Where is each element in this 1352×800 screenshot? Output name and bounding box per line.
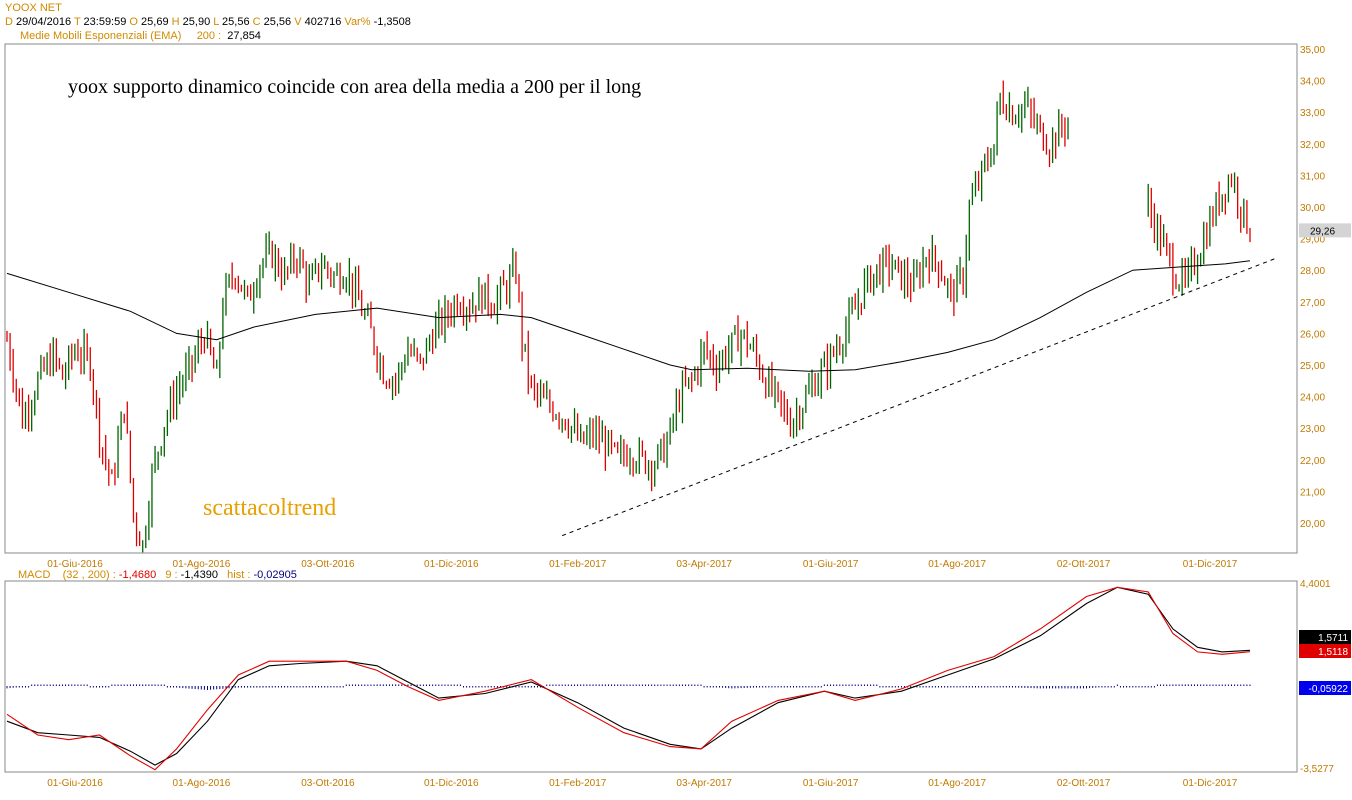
macd-value-label: 1,5711 [1318, 633, 1348, 644]
price-y-tick-label: 33,00 [1300, 108, 1325, 119]
price-x-tick-label: 02-Ott-2017 [1057, 559, 1111, 570]
price-y-tick-label: 28,00 [1300, 266, 1325, 277]
price-y-tick-label: 30,00 [1300, 203, 1325, 214]
macd-params: (32 , 200) : [62, 569, 116, 581]
price-x-tick-label: 01-Giu-2016 [47, 559, 103, 570]
chart-annotation-title: yoox supporto dinamico coincide con area… [68, 76, 641, 98]
macd-x-tick-label: 01-Dic-2016 [424, 778, 479, 789]
o-label: O [129, 16, 138, 28]
price-y-tick-label: 22,00 [1300, 456, 1325, 467]
macd-x-tick-label: 01-Dic-2017 [1183, 778, 1238, 789]
time-value: 23:59:59 [83, 16, 127, 28]
high-value: 25,90 [182, 16, 211, 28]
macd-value-box [1299, 644, 1351, 658]
macd-readout: MACD (32 , 200) : -1,4680 9 : -1,4390 hi… [18, 569, 297, 581]
d-label: D [5, 16, 13, 28]
price-x-tick-label: 01-Dic-2016 [424, 559, 479, 570]
last-price-box [1299, 223, 1351, 238]
watermark-text: scattacoltrend [203, 495, 336, 521]
h-label: H [171, 16, 180, 28]
price-x-tick-label: 03-Apr-2017 [676, 559, 732, 570]
open-value: 25,69 [141, 16, 169, 28]
ema-value: 27,854 [227, 30, 261, 42]
macd-value-label: -0,05922 [1309, 684, 1349, 695]
price-x-tick-label: 01-Giu-2017 [803, 559, 859, 570]
ema-label: Medie Mobili Esponenziali (EMA) [20, 30, 182, 42]
t-label: T [73, 16, 81, 28]
ema-readout: Medie Mobili Esponenziali (EMA) 200 : 27… [20, 30, 261, 42]
macd-x-tick-label: 01-Giu-2017 [803, 778, 859, 789]
var-value: -1,3508 [373, 16, 411, 28]
signal-label: 9 : [165, 569, 178, 581]
price-y-tick-label: 23,00 [1300, 424, 1325, 435]
date-value: 29/04/2016 [16, 16, 72, 28]
macd-x-tick-label: 01-Ago-2016 [173, 778, 231, 789]
signal-value: -1,4390 [180, 569, 218, 581]
price-x-tick-label: 01-Feb-2017 [549, 559, 607, 570]
price-y-tick-label: 31,00 [1300, 171, 1325, 182]
price-y-tick-label: 25,00 [1300, 361, 1325, 372]
low-value: 25,56 [222, 16, 250, 28]
price-x-tick-label: 03-Ott-2016 [301, 559, 355, 570]
price-x-tick-label: 01-Ago-2017 [928, 559, 986, 570]
macd-y-tick-label: 4,4001 [1300, 579, 1331, 590]
macd-value-label: 1,5118 [1318, 647, 1348, 658]
var-label: Var% [344, 16, 371, 28]
signal-line [6, 586, 1251, 771]
macd-value: -1,4680 [118, 569, 157, 581]
macd-line [6, 586, 1251, 766]
v-label: V [294, 16, 302, 28]
macd-x-tick-label: 03-Ott-2016 [301, 778, 355, 789]
volume-value: 402716 [304, 16, 342, 28]
ohlc-readout: D 29/04/2016 T 23:59:59 O 25,69 H 25,90 … [5, 16, 411, 28]
close-value: 25,56 [263, 16, 292, 28]
price-x-tick-label: 01-Ago-2016 [173, 559, 231, 570]
price-y-tick-label: 34,00 [1300, 77, 1325, 88]
macd-x-tick-label: 02-Ott-2017 [1057, 778, 1111, 789]
c-label: C [252, 16, 261, 28]
price-y-tick-label: 27,00 [1300, 298, 1325, 309]
price-y-tick-label: 20,00 [1300, 519, 1325, 530]
ema200-line [6, 260, 1251, 372]
last-price-label: 29,26 [1310, 226, 1335, 237]
macd-value-box [1299, 630, 1351, 644]
symbol-title: YOOX NET [5, 2, 62, 14]
price-y-tick-label: 32,00 [1300, 140, 1325, 151]
hist-label: hist : [227, 569, 251, 581]
price-y-tick-label: 35,00 [1300, 45, 1325, 56]
macd-panel-frame [4, 580, 1298, 773]
macd-x-tick-label: 01-Feb-2017 [549, 778, 607, 789]
price-y-tick-label: 26,00 [1300, 329, 1325, 340]
macd-label: MACD [18, 569, 51, 581]
price-y-tick-label: 29,00 [1300, 235, 1325, 246]
macd-x-tick-label: 01-Giu-2016 [47, 778, 103, 789]
l-label: L [213, 16, 219, 28]
macd-y-tick-label: -3,5277 [1300, 764, 1334, 775]
hist-value: -0,02905 [253, 569, 297, 581]
price-y-tick-label: 21,00 [1300, 487, 1325, 498]
macd-x-tick-label: 01-Ago-2017 [928, 778, 986, 789]
macd-value-box [1299, 681, 1351, 695]
ema-period: 200 : [196, 30, 222, 42]
price-y-tick-label: 24,00 [1300, 393, 1325, 404]
macd-x-tick-label: 03-Apr-2017 [676, 778, 732, 789]
price-x-tick-label: 01-Dic-2017 [1183, 559, 1238, 570]
